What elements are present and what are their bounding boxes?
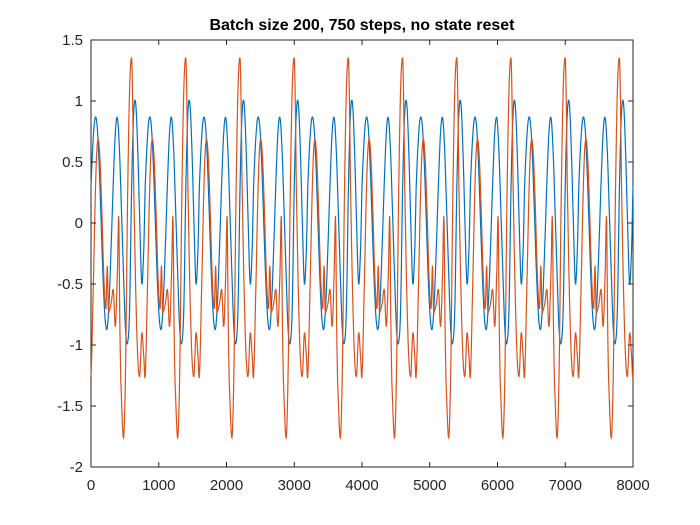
y-tick-label: -1.5 [57, 398, 83, 415]
x-tick-label: 8000 [616, 477, 649, 494]
series-line-1 [90, 99, 634, 345]
y-tick-label: -2 [70, 459, 83, 476]
y-axis: -2 -1.5 -1 -0.5 0 0.5 1 1.5 [57, 32, 633, 476]
x-axis: 0 1000 2000 3000 4000 5000 6000 7000 8000 [87, 40, 650, 494]
chart-title: Batch size 200, 750 steps, no state rese… [209, 17, 515, 34]
y-tick-label: -1 [70, 337, 83, 354]
x-tick-label: 4000 [345, 477, 378, 494]
x-tick-label: 7000 [549, 477, 582, 494]
x-tick-label: 3000 [278, 477, 311, 494]
y-tick-label: -0.5 [57, 276, 83, 293]
series-line-2 [90, 57, 634, 440]
x-tick-label: 5000 [413, 477, 446, 494]
x-tick-label: 0 [87, 477, 95, 494]
y-tick-label: 0.5 [62, 154, 83, 171]
x-tick-label: 1000 [142, 477, 175, 494]
x-tick-label: 6000 [481, 477, 514, 494]
series-layer [90, 57, 634, 440]
y-tick-label: 1 [75, 93, 83, 110]
y-tick-label: 0 [75, 215, 83, 232]
y-tick-label: 1.5 [62, 32, 83, 49]
x-tick-label: 2000 [210, 477, 243, 494]
